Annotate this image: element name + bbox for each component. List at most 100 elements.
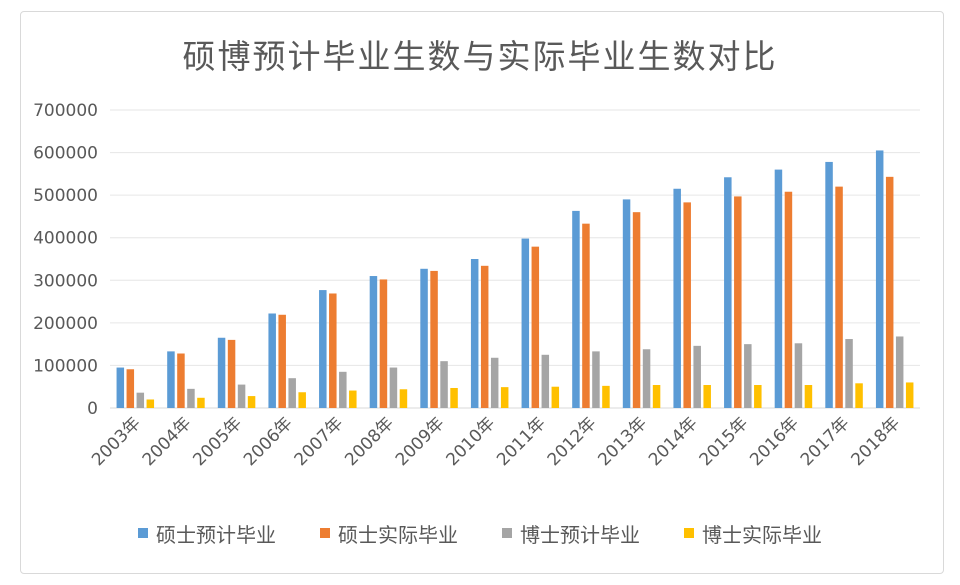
- bar: [480, 265, 489, 408]
- bar: [430, 270, 438, 408]
- legend-label: 博士预计毕业: [520, 522, 640, 547]
- legend-item: 博士实际毕业: [684, 519, 822, 548]
- bar: [319, 290, 327, 408]
- bar: [268, 313, 276, 408]
- bar: [126, 369, 135, 408]
- y-tick-label: 300000: [33, 271, 98, 291]
- bar: [116, 367, 125, 408]
- legend-swatch: [320, 528, 330, 538]
- bar: [885, 176, 894, 408]
- y-tick-label: 600000: [33, 144, 98, 164]
- legend-label: 硕士预计毕业: [156, 522, 276, 547]
- bar: [693, 345, 701, 408]
- legend-item: 博士预计毕业: [502, 519, 640, 548]
- bar: [855, 383, 863, 408]
- bar: [592, 351, 600, 408]
- bar: [450, 387, 458, 408]
- bar: [339, 371, 347, 408]
- bar: [146, 399, 155, 408]
- bar: [217, 337, 226, 408]
- bar: [521, 238, 530, 408]
- legend-swatch: [684, 528, 694, 538]
- x-tick-label: 2017年: [797, 413, 854, 470]
- x-tick-label: 2018年: [847, 413, 904, 470]
- x-tick-label: 2010年: [442, 413, 499, 470]
- bar: [440, 361, 448, 408]
- bar: [399, 389, 408, 408]
- bar: [703, 385, 711, 408]
- legend-item: 硕士实际毕业: [320, 519, 458, 548]
- bar: [744, 344, 752, 408]
- bar: [369, 276, 378, 408]
- x-tick-label: 2003年: [88, 413, 145, 470]
- bar: [197, 397, 205, 408]
- bar: [531, 246, 540, 408]
- bar: [298, 392, 306, 408]
- bar: [724, 177, 732, 408]
- bar: [379, 279, 388, 408]
- x-tick-label: 2004年: [139, 413, 196, 470]
- x-tick-label: 2012年: [544, 413, 601, 470]
- x-tick-label: 2005年: [189, 413, 246, 470]
- legend-swatch: [502, 528, 512, 538]
- bar: [187, 388, 195, 408]
- bar: [602, 385, 610, 408]
- bar: [177, 353, 185, 408]
- bar: [794, 343, 803, 408]
- y-tick-label: 500000: [33, 186, 98, 206]
- bar: [673, 188, 681, 408]
- bar: [642, 349, 651, 408]
- legend-item: 硕士预计毕业: [138, 519, 276, 548]
- bar: [500, 387, 509, 408]
- x-tick-label: 2013年: [594, 413, 651, 470]
- x-tick-label: 2011年: [493, 413, 550, 470]
- legend-label: 博士实际毕业: [702, 522, 822, 547]
- bar: [288, 378, 296, 408]
- bar: [247, 396, 256, 408]
- bar: [632, 212, 641, 408]
- chart-title: 硕博预计毕业生数与实际毕业生数对比: [182, 37, 778, 76]
- bar: [774, 169, 783, 408]
- bar: [278, 314, 286, 408]
- bar: [875, 150, 884, 408]
- bar: [389, 367, 398, 408]
- x-tick-label: 2007年: [291, 413, 348, 470]
- y-tick-label: 0: [87, 399, 98, 419]
- bar: [825, 161, 833, 408]
- bar: [845, 339, 853, 408]
- x-tick-label: 2009年: [392, 413, 449, 470]
- bar: [835, 186, 843, 408]
- x-tick-label: 2008年: [341, 413, 398, 470]
- bar: [895, 336, 904, 408]
- bar: [804, 385, 813, 408]
- bar: [551, 386, 560, 408]
- x-tick-label: 2006年: [240, 413, 297, 470]
- x-tick-label: 2015年: [696, 413, 753, 470]
- bar: [734, 196, 742, 408]
- bar: [582, 223, 590, 408]
- bar: [470, 259, 479, 408]
- bar: [784, 191, 793, 408]
- x-tick-label: 2014年: [645, 413, 702, 470]
- bar: [237, 384, 246, 408]
- bar: [490, 357, 499, 408]
- chart-legend: 硕士预计毕业 硕士实际毕业 博士预计毕业 博士实际毕业: [0, 518, 960, 548]
- x-tick-label: 2016年: [746, 413, 803, 470]
- bar: [349, 390, 357, 408]
- y-tick-label: 200000: [33, 314, 98, 334]
- bar: [420, 268, 428, 408]
- bar: [683, 202, 691, 408]
- bar: [754, 385, 762, 408]
- legend-swatch: [138, 528, 148, 538]
- bar: [541, 354, 550, 408]
- bar: [167, 351, 175, 408]
- bar: [905, 382, 914, 408]
- bar: [329, 293, 337, 408]
- y-tick-label: 400000: [33, 229, 98, 249]
- y-tick-label: 100000: [33, 356, 98, 376]
- bar: [622, 199, 631, 408]
- legend-label: 硕士实际毕业: [338, 522, 458, 547]
- y-tick-label: 700000: [33, 101, 98, 121]
- bar: [572, 210, 580, 408]
